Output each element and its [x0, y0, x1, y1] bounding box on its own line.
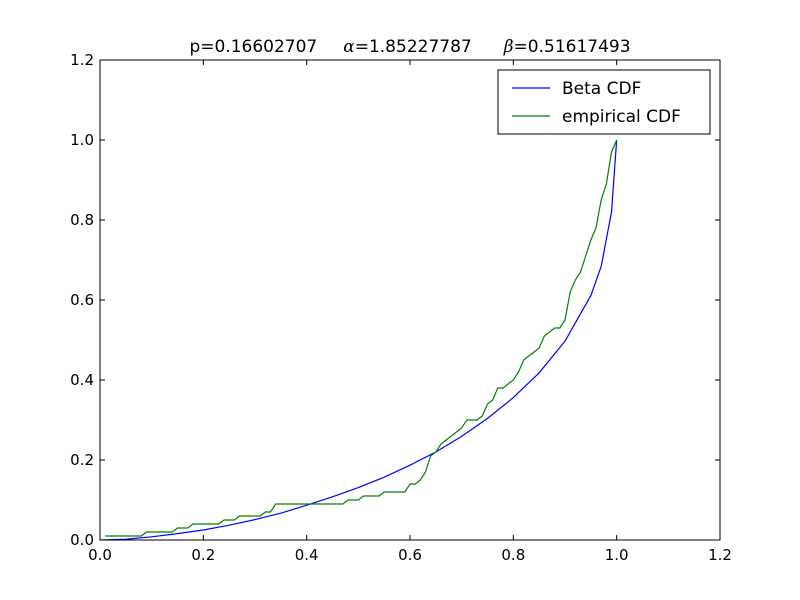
- x-tick-label: 0.2: [191, 546, 215, 564]
- title-alpha-symbol: α: [343, 37, 355, 57]
- y-tick-label: 1.2: [70, 51, 94, 69]
- y-tick-label: 0.0: [70, 531, 94, 549]
- plot-area: [100, 139, 618, 540]
- x-tick-label: 0.8: [501, 546, 525, 564]
- x-tick-label: 0.4: [295, 546, 319, 564]
- legend-label-beta-cdf: Beta CDF: [562, 79, 641, 99]
- series-layer: [100, 139, 618, 540]
- x-tick-label: 1.2: [708, 546, 732, 564]
- title-beta-symbol: β: [503, 37, 514, 57]
- series-line-empirical-cdf: [105, 139, 618, 537]
- ticks-layer: 0.0 0.2 0.4 0.6 0.8 1.0 1.2 0.0 0.2 0.4 0.6 0.8 1.0 1…: [70, 51, 732, 564]
- legend: Beta CDF empirical CDF: [497, 69, 711, 135]
- axes-frame: [99, 59, 721, 541]
- title-beta-value: =0.51617493: [514, 37, 631, 57]
- y-tick-label: 1.0: [70, 131, 94, 149]
- y-tick-label: 0.2: [70, 451, 94, 469]
- title-alpha-value: =1.85227787: [355, 37, 472, 57]
- series-line-beta-cdf: [100, 139, 618, 540]
- legend-box: [497, 69, 711, 135]
- chart-title: p=0.16602707 α=1.85227787 β=0.51617493: [189, 37, 630, 57]
- y-tick-label: 0.8: [70, 211, 94, 229]
- x-tick-label: 0.6: [398, 546, 422, 564]
- y-tick-label: 0.6: [70, 291, 94, 309]
- x-tick-label: 0.0: [88, 546, 112, 564]
- x-tick-label: 1.0: [605, 546, 629, 564]
- y-tick-label: 0.4: [70, 371, 94, 389]
- title-p: p=0.16602707: [189, 37, 317, 57]
- legend-label-empirical-cdf: empirical CDF: [562, 107, 681, 127]
